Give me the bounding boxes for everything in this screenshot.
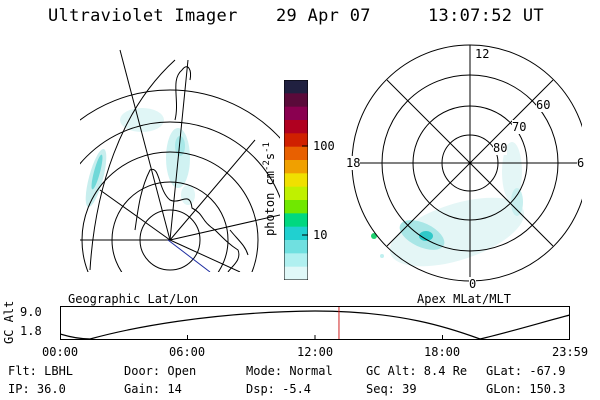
- colorbar-segment: [284, 120, 308, 134]
- colorbar-segment: [284, 173, 308, 188]
- colorbar-segment: [284, 133, 308, 148]
- colorbar-segment: [284, 80, 308, 94]
- time-tick-0: 00:00: [42, 345, 79, 359]
- ip-info: IP: 36.0: [8, 382, 66, 396]
- app-title: Ultraviolet Imager: [48, 6, 238, 26]
- mlt-0-label: 0: [469, 277, 477, 291]
- altitude-plot: [60, 306, 570, 340]
- colorbar-segment: [284, 200, 308, 214]
- mlat-60-label: 60: [536, 98, 551, 112]
- dsp-info: Dsp: -5.4: [246, 382, 312, 396]
- colorbar-units: photon cm-2s-1: [262, 142, 277, 236]
- aurora-emission-right: [371, 142, 525, 267]
- geographic-label: Geographic Lat/Lon: [68, 292, 199, 306]
- polar-plot: [351, 44, 582, 282]
- gc-alt-info: GC Alt: 8.4 Re: [366, 364, 468, 378]
- glon-info: GLon: 150.3: [486, 382, 566, 396]
- time-tick-1: 06:00: [169, 345, 206, 359]
- colorbar-tick-10: 10: [313, 228, 328, 242]
- colorbar-segment: [284, 160, 308, 174]
- mlat-70-label: 70: [512, 120, 527, 134]
- time-tick-3: 18:00: [424, 345, 461, 359]
- colorbar-segment: [284, 106, 308, 121]
- mlt-6-label: 6: [577, 156, 585, 170]
- mode-info: Mode: Normal: [246, 364, 333, 378]
- colorbar-segment: [284, 226, 308, 241]
- mlt-12-label: 12: [475, 47, 490, 61]
- altitude-tick-top: 9.0: [20, 305, 42, 319]
- observation-date: 29 Apr 07: [276, 6, 371, 26]
- filter-info: Flt: LBHL: [8, 364, 74, 378]
- colorbar-segment: [284, 253, 308, 268]
- altitude-axis-label: GC Alt: [2, 300, 16, 344]
- mlt-18-label: 18: [346, 156, 361, 170]
- time-tick-2: 12:00: [297, 345, 334, 359]
- gain-info: Gain: 14: [124, 382, 182, 396]
- door-info: Door: Open: [124, 364, 197, 378]
- geographic-map: [80, 49, 280, 272]
- colorbar-segment: [284, 186, 308, 201]
- apex-label: Apex MLat/MLT: [417, 292, 511, 306]
- seq-info: Seq: 39: [366, 382, 417, 396]
- altitude-tick-bottom: 1.8: [20, 324, 42, 338]
- colorbar-segment: [284, 213, 308, 228]
- colorbar-segment: [284, 146, 308, 161]
- colorbar-segment: [284, 266, 308, 280]
- colorbar: [284, 80, 308, 280]
- colorbar-tick-100: 100: [313, 139, 335, 153]
- time-tick-4: 23:59: [552, 345, 589, 359]
- mlat-80-label: 80: [493, 141, 508, 155]
- colorbar-segment: [284, 240, 308, 254]
- colorbar-segment: [284, 93, 308, 108]
- observation-time: 13:07:52 UT: [428, 6, 544, 26]
- glat-info: GLat: -67.9: [486, 364, 566, 378]
